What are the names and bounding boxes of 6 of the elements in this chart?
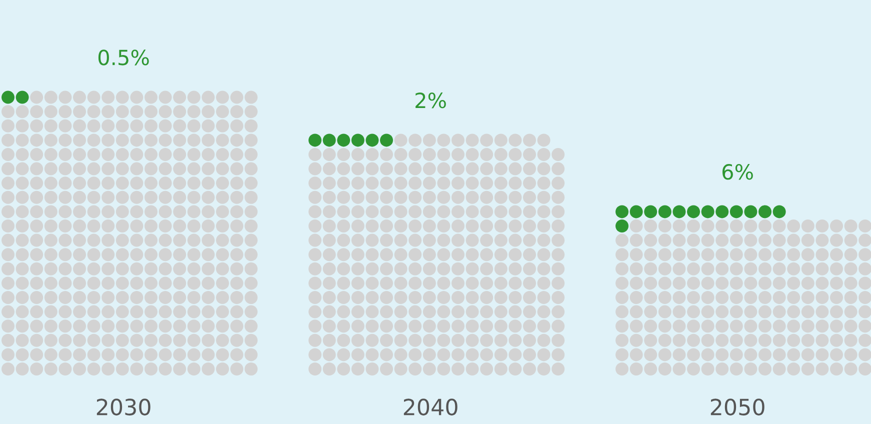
data-label: 6% <box>722 164 753 180</box>
data-label: 0.5% <box>98 50 149 66</box>
category-label: 2050 <box>710 398 764 416</box>
category-label: 2030 <box>96 398 150 416</box>
category-label: 2040 <box>404 398 458 416</box>
data-label: 2% <box>416 92 446 108</box>
